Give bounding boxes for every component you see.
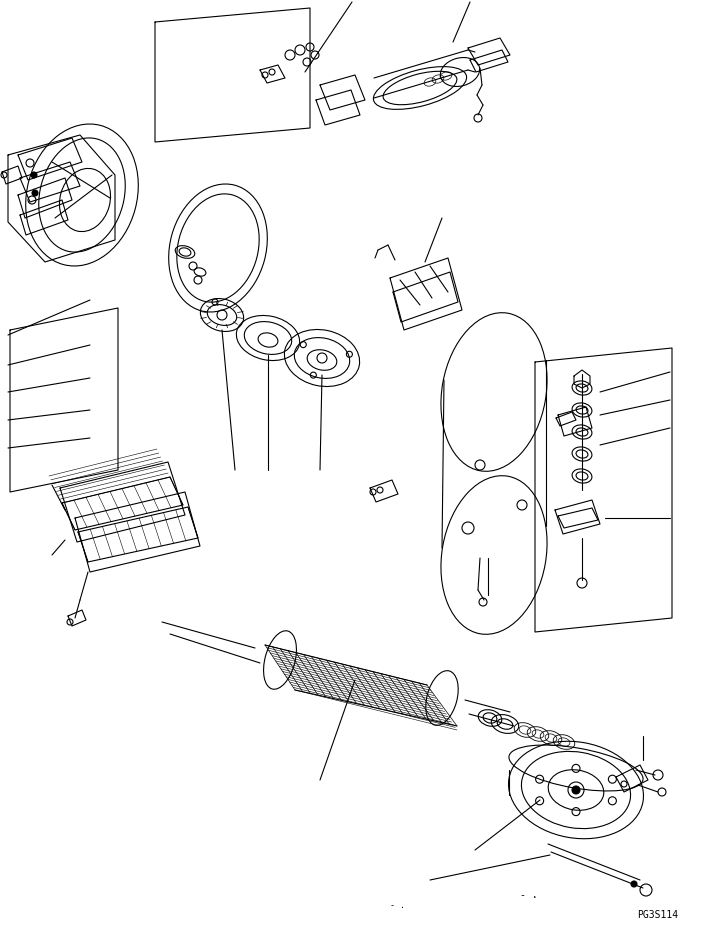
Text: - .: - . [520,890,538,900]
Circle shape [572,786,580,794]
Circle shape [631,881,637,887]
Circle shape [32,190,38,196]
Circle shape [31,172,37,178]
Text: PG3S114: PG3S114 [637,910,678,920]
Text: - .: - . [390,901,405,910]
